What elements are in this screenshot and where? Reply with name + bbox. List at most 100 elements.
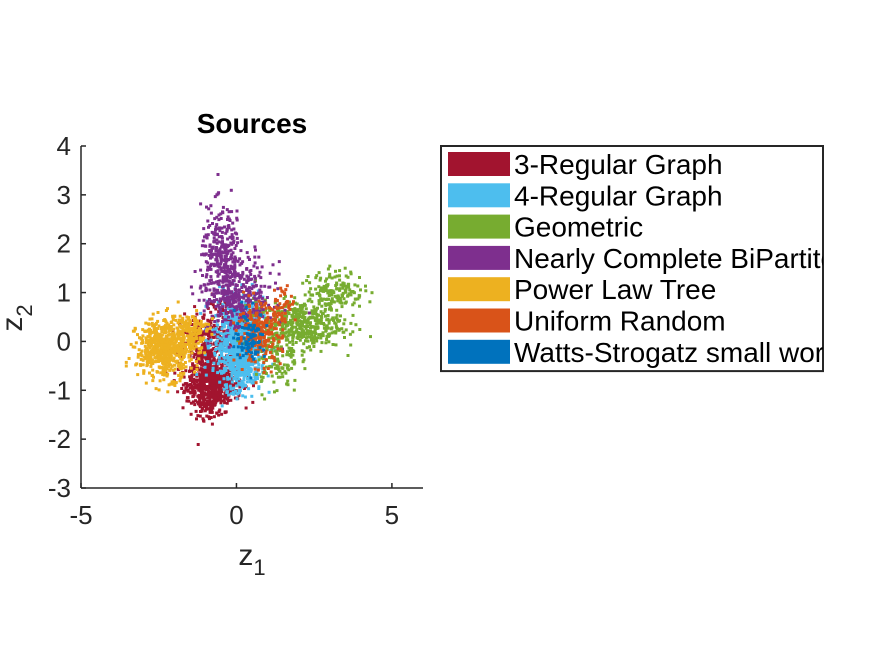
data-point (278, 362, 282, 366)
data-point (314, 287, 318, 291)
data-point (286, 300, 290, 304)
data-point (177, 350, 181, 354)
data-point (358, 276, 361, 279)
data-point (201, 360, 205, 364)
data-point (191, 292, 195, 296)
data-point (146, 339, 150, 343)
data-point (233, 373, 237, 377)
data-point (358, 328, 362, 331)
data-point (213, 386, 216, 390)
data-point (321, 331, 325, 335)
data-point (151, 362, 155, 365)
data-point (256, 360, 260, 364)
data-point (215, 246, 218, 249)
data-point (240, 372, 244, 376)
data-point (247, 387, 251, 391)
data-point (245, 274, 249, 278)
data-point (193, 364, 197, 368)
data-point (306, 275, 310, 278)
data-point (229, 307, 233, 311)
data-point (240, 348, 244, 352)
data-point (324, 303, 328, 307)
data-point (237, 337, 240, 341)
data-point (196, 443, 200, 446)
data-point (238, 257, 242, 261)
data-point (240, 275, 244, 279)
data-point (242, 284, 245, 288)
data-point (221, 311, 225, 315)
data-point (201, 315, 205, 319)
data-point (254, 319, 258, 323)
data-point (203, 253, 207, 257)
data-point (245, 314, 249, 318)
data-point (208, 410, 212, 414)
data-point (209, 353, 212, 356)
data-point (370, 291, 374, 295)
data-point (344, 328, 348, 332)
data-point (240, 385, 244, 389)
data-point (222, 349, 226, 353)
data-point (261, 310, 265, 314)
data-point (213, 351, 217, 355)
data-point (199, 311, 203, 315)
data-point (188, 390, 192, 394)
data-point (264, 301, 268, 305)
data-point (160, 358, 164, 362)
data-point (327, 289, 331, 293)
data-point (223, 297, 227, 300)
data-point (208, 379, 212, 383)
data-point (224, 320, 227, 324)
data-point (227, 249, 231, 253)
data-point (174, 318, 178, 322)
data-point (341, 286, 345, 290)
data-point (156, 319, 160, 323)
data-point (369, 335, 372, 339)
data-point (207, 334, 210, 338)
data-point (277, 367, 281, 371)
data-point (218, 326, 222, 330)
data-point (233, 255, 237, 259)
data-point (253, 261, 257, 265)
data-point (250, 310, 254, 314)
data-point (257, 387, 261, 390)
legend-swatch (448, 183, 510, 208)
data-point (210, 314, 214, 318)
data-point (225, 299, 229, 303)
data-point (198, 380, 202, 384)
data-point (214, 391, 218, 395)
data-point (319, 332, 323, 336)
data-point (224, 369, 228, 372)
data-point (176, 321, 180, 325)
data-point (254, 320, 258, 324)
data-point (246, 335, 250, 339)
data-point (232, 227, 236, 231)
data-point (238, 351, 242, 355)
data-point (209, 354, 213, 358)
data-point (139, 363, 143, 367)
data-point (252, 379, 255, 383)
data-point (338, 287, 342, 291)
data-point (276, 375, 280, 379)
data-point (349, 272, 353, 276)
data-point (255, 309, 259, 313)
data-point (273, 324, 277, 328)
data-point (309, 324, 313, 328)
data-point (298, 338, 302, 342)
data-point (226, 285, 230, 289)
data-point (208, 408, 212, 412)
data-point (210, 373, 214, 377)
data-point (227, 290, 231, 294)
data-point (234, 332, 238, 336)
data-point (206, 233, 210, 237)
data-point (144, 341, 148, 345)
data-point (301, 320, 305, 324)
data-point (332, 330, 336, 334)
data-point (228, 295, 232, 299)
data-point (219, 217, 223, 220)
data-point (200, 346, 204, 350)
data-point (214, 396, 218, 400)
data-point (251, 284, 255, 288)
data-point (315, 274, 319, 278)
data-point (181, 316, 185, 320)
data-point (200, 376, 204, 380)
